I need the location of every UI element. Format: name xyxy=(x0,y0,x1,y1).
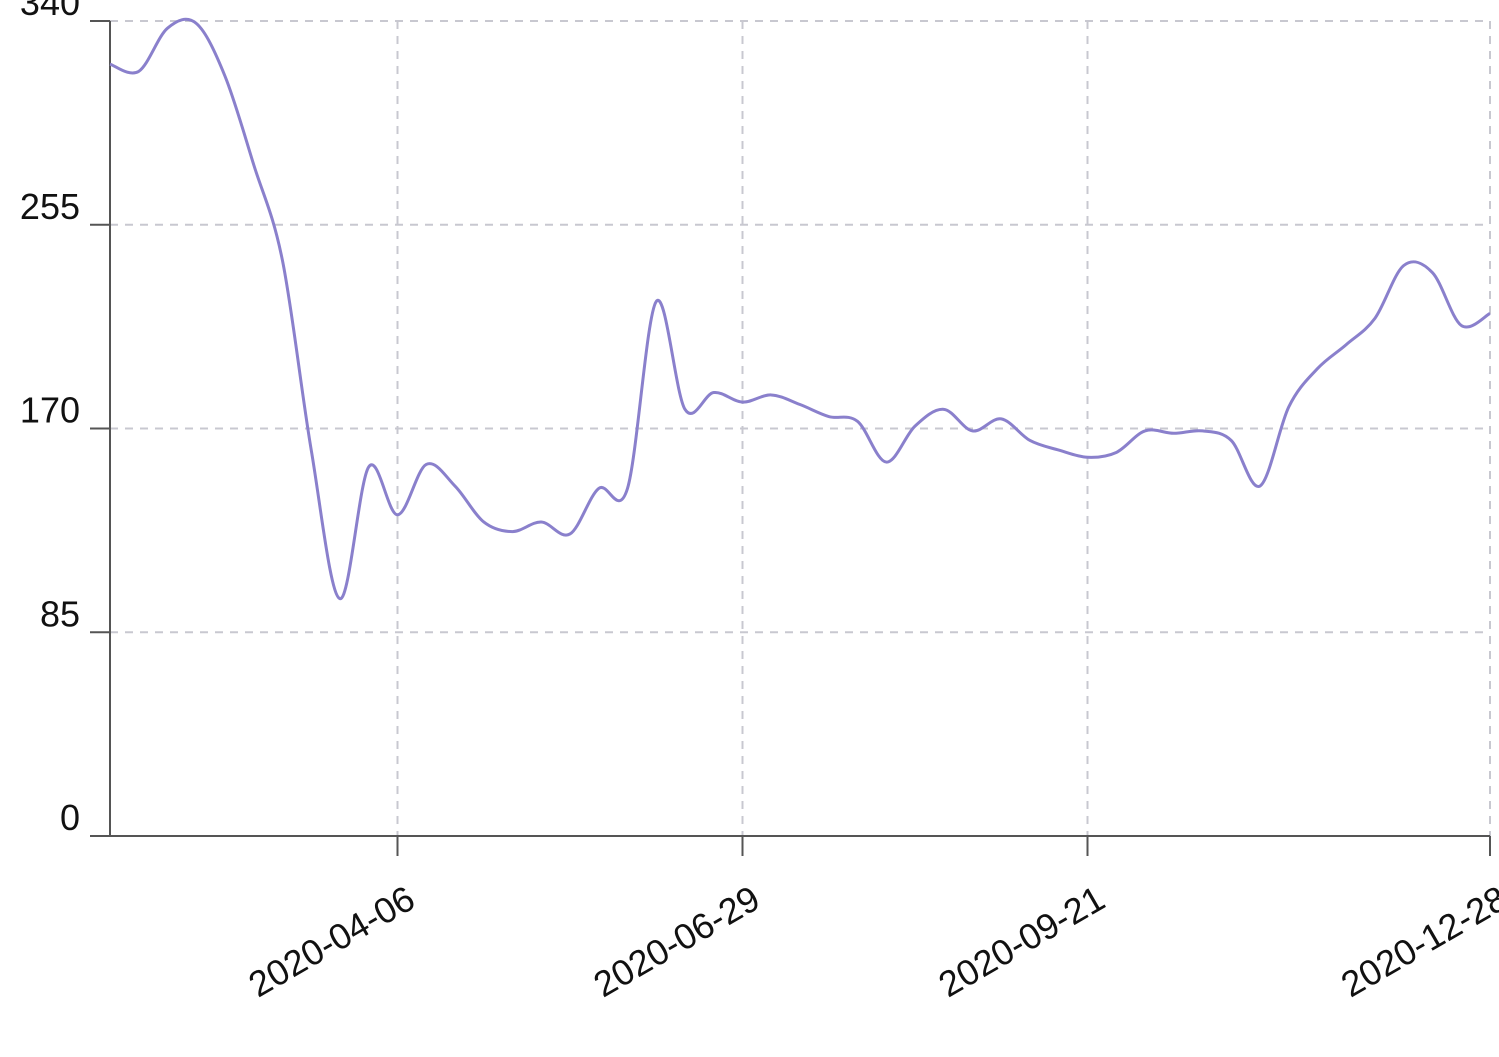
data-line xyxy=(109,17,1491,601)
x-tick-label: 2020-09-21 xyxy=(932,877,1112,1005)
x-tick-label: 2020-04-06 xyxy=(242,877,422,1005)
y-tick-label: 340 xyxy=(20,0,80,23)
x-tick-label: 2020-12-28 xyxy=(1334,877,1499,1005)
y-tick-label: 0 xyxy=(60,797,80,838)
y-tick-label: 85 xyxy=(40,593,80,634)
x-tick-label: 2020-06-29 xyxy=(587,877,767,1005)
y-tick-label: 255 xyxy=(20,186,80,227)
y-tick-label: 170 xyxy=(20,390,80,431)
